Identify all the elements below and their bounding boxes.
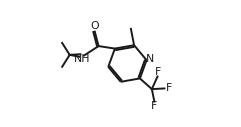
Text: NH: NH <box>74 54 90 64</box>
Text: N: N <box>146 54 154 65</box>
Text: F: F <box>151 101 157 111</box>
Text: F: F <box>155 67 161 77</box>
Text: O: O <box>90 21 99 31</box>
Text: F: F <box>166 83 172 93</box>
